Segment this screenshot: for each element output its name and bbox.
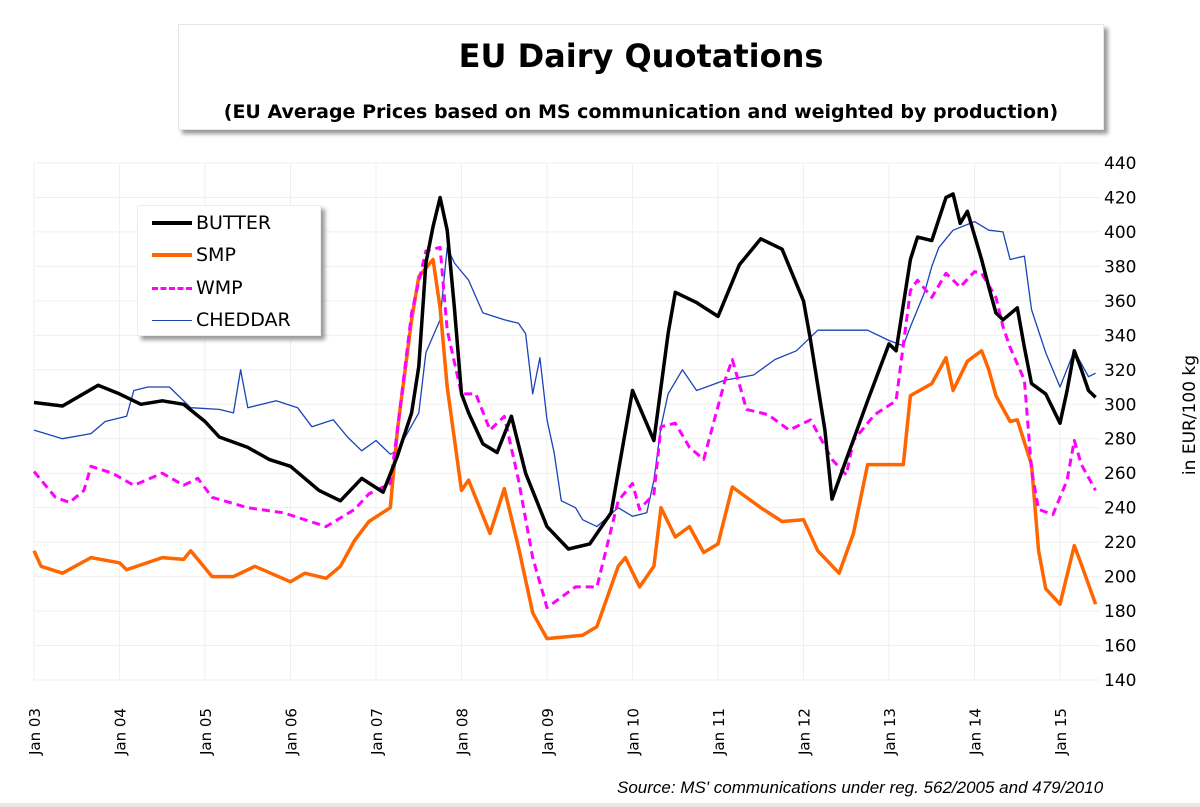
x-tick-label: Jan 10 bbox=[625, 708, 643, 756]
y-tick-label: 180 bbox=[1104, 602, 1136, 622]
x-tick-label: Jan 09 bbox=[539, 708, 557, 756]
legend-item-smp: SMP bbox=[152, 243, 236, 267]
x-tick-label: Jan 13 bbox=[881, 708, 899, 756]
x-tick-label: Jan 11 bbox=[710, 708, 728, 756]
legend-swatch-smp bbox=[152, 253, 192, 257]
y-tick-label: 260 bbox=[1104, 464, 1136, 484]
x-tick-label: Jan 04 bbox=[112, 708, 130, 756]
series-line-butter bbox=[33, 192, 1097, 551]
x-tick-label: Jan 05 bbox=[197, 708, 215, 756]
legend-swatch-cheddar bbox=[152, 319, 192, 321]
x-tick-label: Jan 03 bbox=[26, 708, 44, 756]
legend-item-cheddar: CHEDDAR bbox=[152, 308, 291, 332]
y-tick-label: 380 bbox=[1104, 257, 1136, 277]
y-axis-ticks: 140 160 180 200 220 240 260 280 300 320 340 360 380 4… bbox=[1104, 154, 1136, 691]
x-tick-label: Jan 07 bbox=[368, 708, 386, 756]
x-tick-label: Jan 12 bbox=[796, 708, 814, 756]
source-note: Source: MS' communications under reg. 56… bbox=[617, 778, 1104, 797]
y-axis-label: in EUR/100 kg bbox=[1180, 354, 1200, 476]
chart-subtitle: (EU Average Prices based on MS communica… bbox=[223, 101, 1059, 123]
y-tick-label: 140 bbox=[1104, 671, 1136, 691]
x-axis-ticks: Jan 03 Jan 04 Jan 05 Jan 06 Jan 07 Jan 08 Jan … bbox=[26, 708, 1070, 756]
y-tick-label: 440 bbox=[1104, 154, 1136, 174]
legend-label-butter: BUTTER bbox=[196, 212, 272, 234]
title-box: EU Dairy Quotations (EU Average Prices b… bbox=[178, 24, 1104, 130]
legend: BUTTER SMP WMP CHEDDAR bbox=[137, 205, 321, 336]
y-tick-label: 220 bbox=[1104, 533, 1136, 553]
series-line-cheddar bbox=[33, 220, 1096, 528]
y-tick-label: 280 bbox=[1104, 430, 1136, 450]
y-tick-label: 240 bbox=[1104, 499, 1136, 519]
y-tick-label: 340 bbox=[1104, 326, 1136, 346]
series-line-wmp bbox=[32, 245, 1097, 610]
legend-label-cheddar: CHEDDAR bbox=[196, 309, 291, 331]
legend-label-smp: SMP bbox=[196, 244, 236, 266]
x-tick-label: Jan 06 bbox=[283, 708, 301, 756]
x-tick-label: Jan 15 bbox=[1052, 708, 1070, 756]
legend-label-wmp: WMP bbox=[196, 277, 243, 299]
series-lines bbox=[32, 192, 1098, 641]
y-tick-label: 420 bbox=[1104, 188, 1136, 208]
x-tick-label: Jan 08 bbox=[454, 708, 472, 756]
y-tick-label: 200 bbox=[1104, 568, 1136, 588]
y-tick-label: 300 bbox=[1104, 395, 1136, 415]
y-tick-label: 160 bbox=[1104, 637, 1136, 657]
y-tick-label: 400 bbox=[1104, 223, 1136, 243]
y-tick-label: 320 bbox=[1104, 361, 1136, 381]
y-tick-label: 360 bbox=[1104, 292, 1136, 312]
x-tick-label: Jan 14 bbox=[967, 708, 985, 756]
series-line-smp bbox=[32, 257, 1098, 641]
legend-swatch-butter bbox=[152, 221, 192, 225]
legend-item-wmp: WMP bbox=[152, 276, 243, 300]
legend-item-butter: BUTTER bbox=[152, 211, 271, 235]
bottom-divider bbox=[0, 803, 1200, 807]
legend-swatch-wmp bbox=[152, 286, 192, 290]
chart-title: EU Dairy Quotations bbox=[458, 37, 824, 75]
